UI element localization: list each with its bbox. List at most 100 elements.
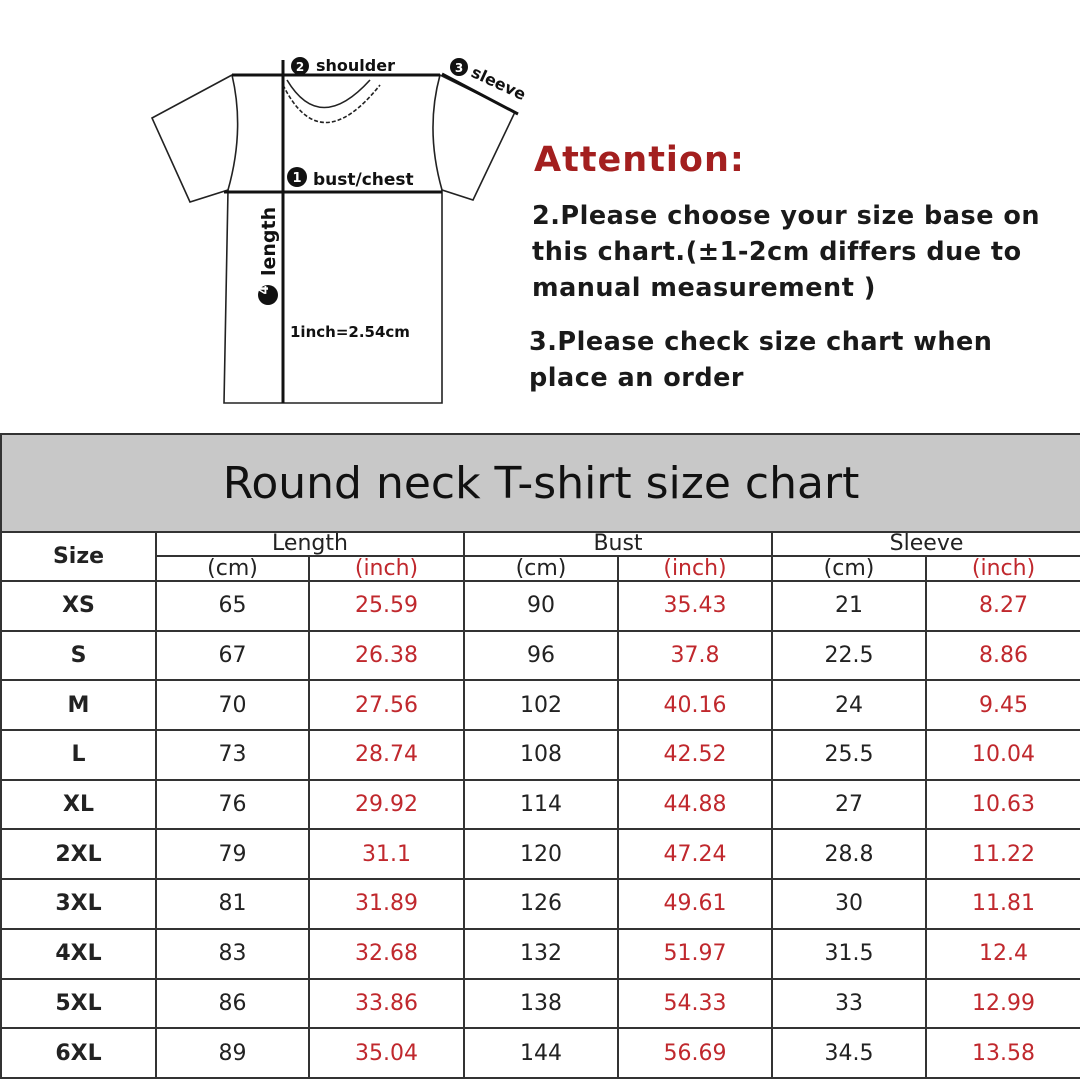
size-cell: 2XL <box>0 828 157 881</box>
size-cell: 3XL <box>0 878 157 930</box>
sleeve-inch-cell: 13.58 <box>924 1027 1080 1079</box>
sleeve-inch-cell: 8.86 <box>924 629 1080 682</box>
table-row: XL 76 29.92 114 44.88 27 10.63 <box>0 778 1080 831</box>
bust-cm-cell: 132 <box>463 927 619 980</box>
unit-inch: (inch) <box>924 555 1080 582</box>
length-inch-cell: 31.1 <box>308 828 465 881</box>
length-inch-cell: 26.38 <box>308 629 465 682</box>
shoulder-label: shoulder <box>316 56 395 75</box>
size-cell: L <box>0 729 157 781</box>
length-inch-cell: 31.89 <box>308 878 465 930</box>
marker-1-label: 1 <box>292 171 301 186</box>
bust-cm-cell: 108 <box>463 729 619 781</box>
unit-cm: (cm) <box>771 555 927 582</box>
length-cm-cell: 76 <box>155 778 310 831</box>
bust-cm-cell: 144 <box>463 1027 619 1079</box>
bust-label: bust/chest <box>313 170 414 190</box>
marker-4-label: 4 <box>257 285 272 294</box>
sleeve-cm-cell: 22.5 <box>771 629 927 682</box>
length-inch-cell: 32.68 <box>308 927 465 980</box>
bust-inch-cell: 47.24 <box>617 828 773 881</box>
note-check-chart: 3.Please check size chart when place an … <box>529 327 993 393</box>
sleeve-cm-cell: 34.5 <box>771 1027 927 1079</box>
length-inch-cell: 25.59 <box>308 580 465 632</box>
marker-3-label: 3 <box>455 61 463 75</box>
marker-1-icon <box>287 167 307 187</box>
length-label: length <box>258 207 280 276</box>
size-header: Size <box>0 531 157 582</box>
length-cm-cell: 83 <box>155 927 310 980</box>
sleeve-inch-cell: 8.27 <box>924 580 1080 632</box>
tshirt-outline <box>150 74 517 404</box>
sleeve-inch-cell: 12.4 <box>924 927 1080 980</box>
marker-4-icon <box>258 285 278 305</box>
length-cm-cell: 81 <box>155 878 310 930</box>
length-cm-cell: 86 <box>155 977 310 1030</box>
bust-inch-cell: 44.88 <box>617 778 773 831</box>
length-inch-cell: 28.74 <box>308 729 465 781</box>
sleeve-cm-cell: 30 <box>771 878 927 930</box>
table-row: 3XL 81 31.89 126 49.61 30 11.81 <box>0 878 1080 930</box>
length-header: Length <box>155 531 465 557</box>
sleeve-cm-cell: 33 <box>771 977 927 1030</box>
sleeve-cm-cell: 21 <box>771 580 927 632</box>
table-row: L 73 28.74 108 42.52 25.5 10.04 <box>0 729 1080 781</box>
bust-inch-cell: 40.16 <box>617 679 773 732</box>
size-cell: 4XL <box>0 927 157 980</box>
bust-inch-cell: 35.43 <box>617 580 773 632</box>
table-row: S 67 26.38 96 37.8 22.5 8.86 <box>0 629 1080 682</box>
length-cm-cell: 73 <box>155 729 310 781</box>
bust-inch-cell: 56.69 <box>617 1027 773 1079</box>
length-cm-cell: 65 <box>155 580 310 632</box>
table-row: 2XL 79 31.1 120 47.24 28.8 11.22 <box>0 828 1080 881</box>
bust-inch-cell: 37.8 <box>617 629 773 682</box>
table-row: 5XL 86 33.86 138 54.33 33 12.99 <box>0 977 1080 1030</box>
size-cell: M <box>0 679 157 732</box>
unit-cm: (cm) <box>155 555 310 582</box>
unit-cm: (cm) <box>463 555 619 582</box>
length-cm-cell: 89 <box>155 1027 310 1079</box>
bust-cm-cell: 90 <box>463 580 619 632</box>
tshirt-measurement-diagram: 2 shoulder 3 sleeve 1 bust/chest 4 lengt… <box>150 56 529 404</box>
length-inch-cell: 33.86 <box>308 977 465 1030</box>
size-cell: 6XL <box>0 1027 157 1079</box>
bust-inch-cell: 54.33 <box>617 977 773 1030</box>
sleeve-inch-cell: 9.45 <box>924 679 1080 732</box>
sleeve-inch-cell: 10.04 <box>924 729 1080 781</box>
marker-2-label: 2 <box>296 60 304 74</box>
length-cm-cell: 79 <box>155 828 310 881</box>
length-cm-cell: 70 <box>155 679 310 732</box>
bust-inch-cell: 42.52 <box>617 729 773 781</box>
attention-heading: Attention: <box>534 140 745 180</box>
bust-cm-cell: 120 <box>463 828 619 881</box>
sleeve-label: sleeve <box>468 62 529 104</box>
bust-cm-cell: 102 <box>463 679 619 732</box>
bust-header: Bust <box>463 531 773 557</box>
bust-inch-cell: 49.61 <box>617 878 773 930</box>
bust-cm-cell: 126 <box>463 878 619 930</box>
length-cm-cell: 67 <box>155 629 310 682</box>
unit-inch: (inch) <box>617 555 773 582</box>
length-inch-cell: 29.92 <box>308 778 465 831</box>
size-cell: XS <box>0 580 157 632</box>
sleeve-cm-cell: 28.8 <box>771 828 927 881</box>
sleeve-inch-cell: 11.81 <box>924 878 1080 930</box>
size-chart-table: Round neck T-shirt size chart Size Lengt… <box>0 433 1080 1079</box>
length-inch-cell: 35.04 <box>308 1027 465 1079</box>
sleeve-cm-cell: 25.5 <box>771 729 927 781</box>
sleeve-cm-cell: 24 <box>771 679 927 732</box>
bust-cm-cell: 96 <box>463 629 619 682</box>
sleeve-inch-cell: 10.63 <box>924 778 1080 831</box>
bust-inch-cell: 51.97 <box>617 927 773 980</box>
table-row: M 70 27.56 102 40.16 24 9.45 <box>0 679 1080 732</box>
table-title: Round neck T-shirt size chart <box>0 433 1080 533</box>
note-size-base: 2.Please choose your size base on this c… <box>532 201 1041 303</box>
sleeve-inch-cell: 12.99 <box>924 977 1080 1030</box>
bust-cm-cell: 114 <box>463 778 619 831</box>
size-cell: 5XL <box>0 977 157 1030</box>
sleeve-inch-cell: 11.22 <box>924 828 1080 881</box>
sleeve-cm-cell: 31.5 <box>771 927 927 980</box>
unit-inch: (inch) <box>308 555 465 582</box>
size-cell: XL <box>0 778 157 831</box>
sleeve-header: Sleeve <box>770 531 1080 557</box>
